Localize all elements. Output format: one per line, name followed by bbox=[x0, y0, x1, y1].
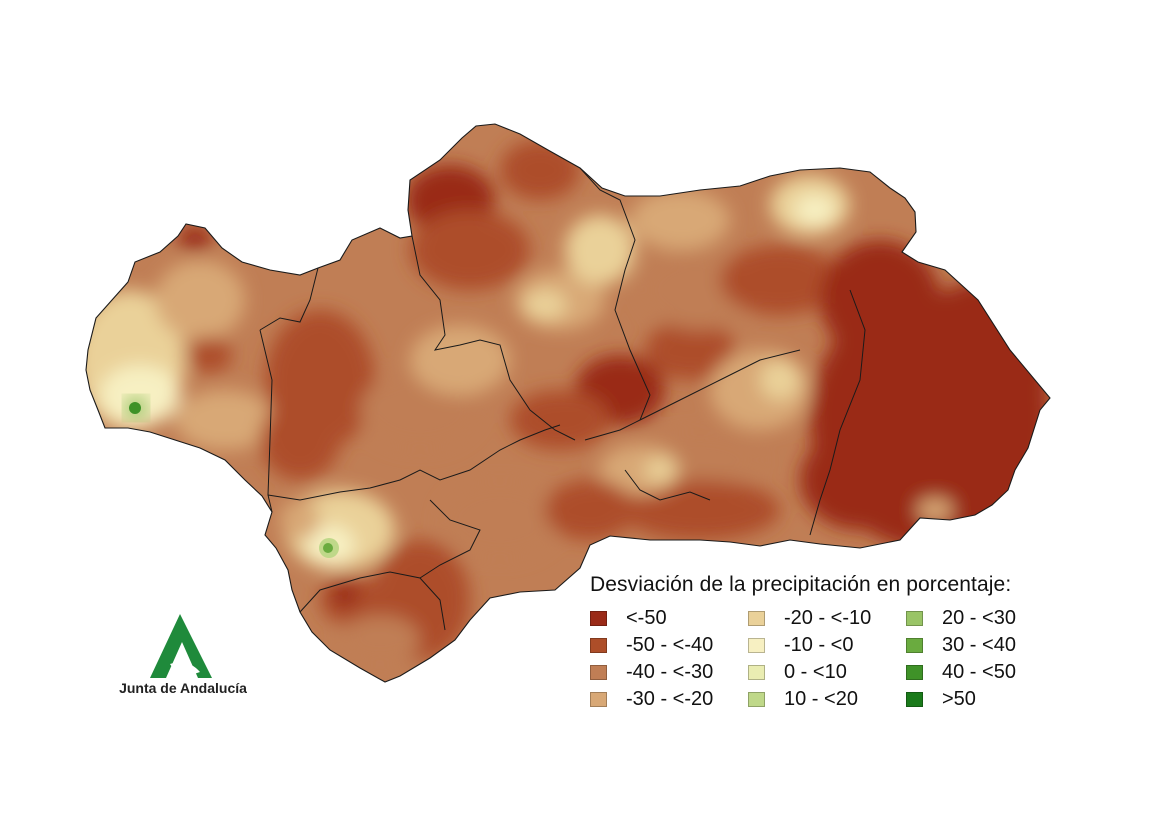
legend-label: 30 - <40 bbox=[942, 634, 1016, 656]
legend-item: -40 - <-30 bbox=[590, 659, 748, 686]
legend-swatch bbox=[906, 611, 923, 626]
legend-swatch bbox=[906, 665, 923, 680]
legend-item: 40 - <50 bbox=[906, 659, 1046, 686]
legend-swatch bbox=[590, 611, 607, 626]
legend-grid: <-50 -50 - <-40 -40 - <-30 -30 - <-20 -20 - … bbox=[590, 605, 1046, 713]
legend-label: -20 - <-10 bbox=[784, 607, 872, 629]
legend-swatch bbox=[590, 638, 607, 653]
legend-label: -40 - <-30 bbox=[626, 661, 714, 683]
legend-title: Desviación de la precipitación en porcen… bbox=[590, 573, 1012, 596]
legend-label: 20 - <30 bbox=[942, 607, 1016, 629]
legend-item: -20 - <-10 bbox=[748, 605, 906, 632]
legend-label: -50 - <-40 bbox=[626, 634, 714, 656]
legend-item: -50 - <-40 bbox=[590, 632, 748, 659]
legend-swatch bbox=[590, 665, 607, 680]
andalucia-emblem-icon bbox=[150, 614, 212, 678]
legend-item: 10 - <20 bbox=[748, 686, 906, 713]
legend-label: -10 - <0 bbox=[784, 634, 854, 656]
legend-label: <-50 bbox=[626, 607, 667, 629]
legend-item: <-50 bbox=[590, 605, 748, 632]
legend-item: -30 - <-20 bbox=[590, 686, 748, 713]
legend-swatch bbox=[906, 638, 923, 653]
legend-label: -30 - <-20 bbox=[626, 688, 714, 710]
legend-item: 30 - <40 bbox=[906, 632, 1046, 659]
legend-item: 20 - <30 bbox=[906, 605, 1046, 632]
legend: Desviación de la precipitación en porcen… bbox=[590, 573, 1046, 713]
legend-item: -10 - <0 bbox=[748, 632, 906, 659]
legend-swatch bbox=[748, 611, 765, 626]
junta-de-andalucia-logo: Junta de Andalucía bbox=[108, 612, 258, 702]
legend-swatch bbox=[748, 638, 765, 653]
legend-label: 10 - <20 bbox=[784, 688, 858, 710]
legend-swatch bbox=[748, 665, 765, 680]
logo-text: Junta de Andalucía bbox=[119, 680, 247, 696]
legend-item: 0 - <10 bbox=[748, 659, 906, 686]
legend-item: >50 bbox=[906, 686, 1046, 713]
legend-label: 0 - <10 bbox=[784, 661, 847, 683]
province-borders bbox=[259, 167, 866, 631]
legend-label: 40 - <50 bbox=[942, 661, 1016, 683]
legend-swatch bbox=[748, 692, 765, 707]
legend-swatch bbox=[590, 692, 607, 707]
legend-swatch bbox=[906, 692, 923, 707]
legend-label: >50 bbox=[942, 688, 976, 710]
